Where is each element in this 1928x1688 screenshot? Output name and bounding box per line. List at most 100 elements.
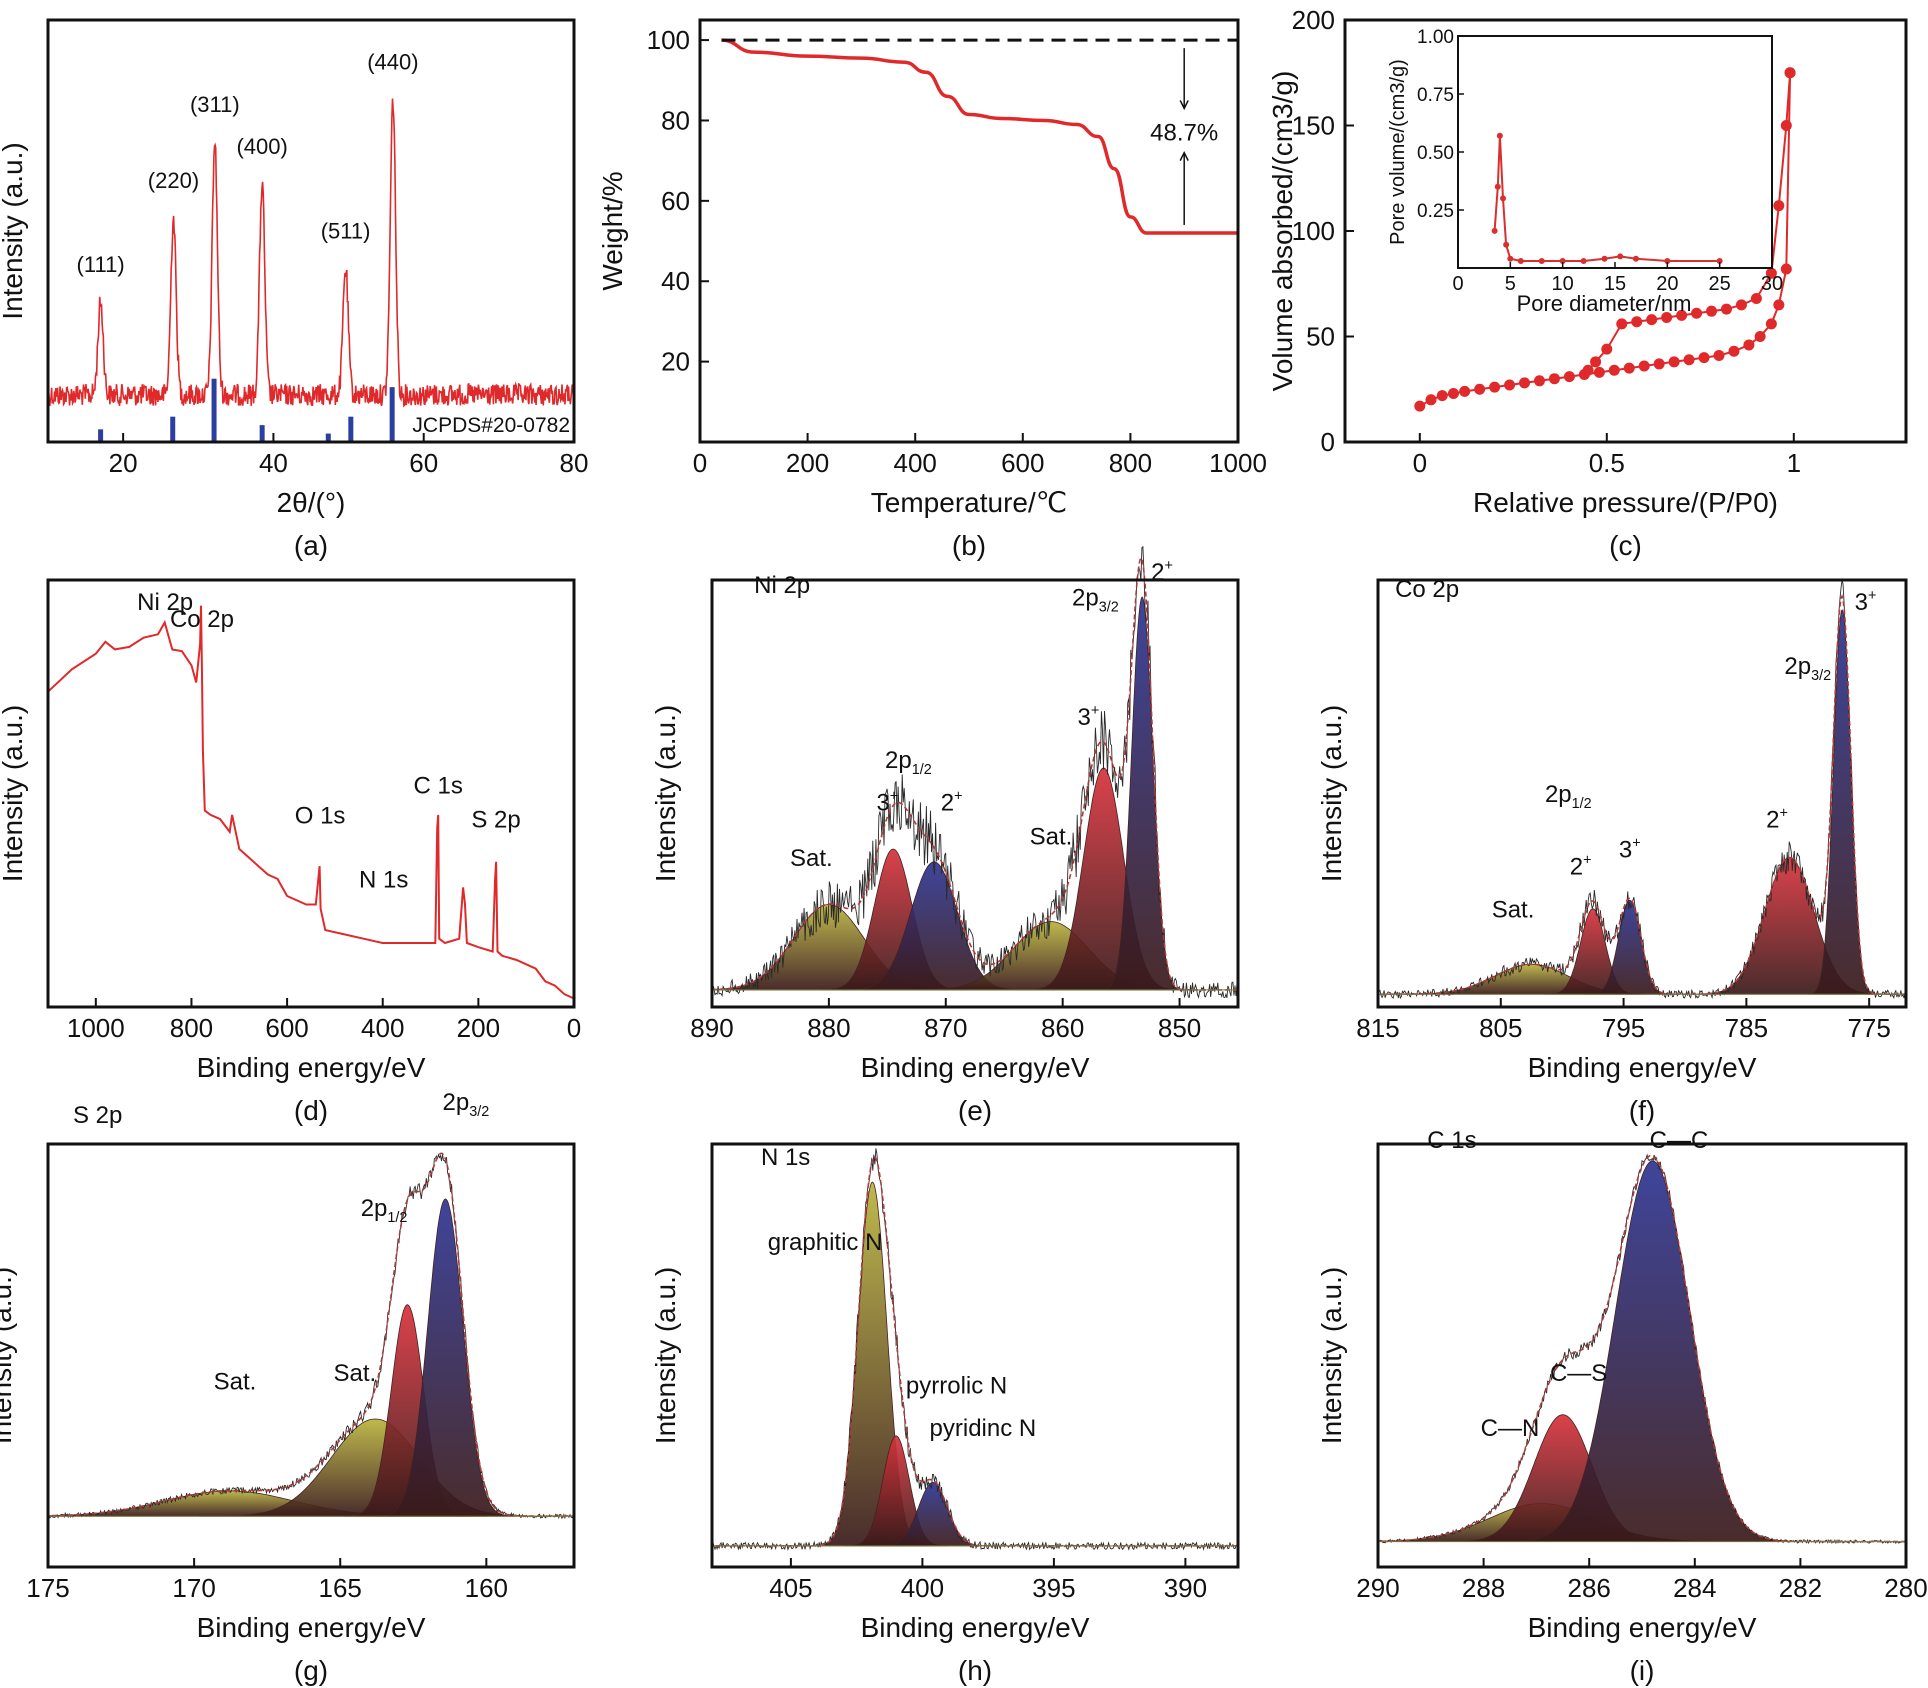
isotherm-point	[1638, 360, 1650, 372]
peak-label: (440)	[367, 50, 418, 75]
isotherm-point	[1504, 379, 1516, 391]
label-main: C—S	[1550, 1360, 1607, 1387]
pore-point	[1496, 132, 1503, 139]
isotherm-point	[1683, 354, 1695, 366]
pore-point	[1716, 258, 1723, 265]
peak-label: Sat.	[1030, 824, 1073, 851]
x-axis-label: Binding energy/eV	[861, 1612, 1090, 1643]
inset-x-tick-label: 5	[1505, 273, 1516, 295]
x-axis-label: Binding energy/eV	[861, 1052, 1090, 1083]
label-sub: 3/2	[1099, 600, 1119, 616]
isotherm-point	[1676, 309, 1688, 321]
x-axis-label: Temperature/℃	[871, 487, 1067, 518]
peak-label: 2p3/2	[443, 1089, 490, 1120]
y-tick-label: 40	[661, 266, 690, 296]
label-main: Sat.	[790, 845, 833, 872]
panel-a-xrd: (111) (220) (311) (400) (511) (440) JCPDS#20-0…	[0, 18, 589, 561]
isotherm-point	[1668, 356, 1680, 368]
peak-label: 3+	[1619, 836, 1641, 864]
x-tick-label: 288	[1462, 1573, 1505, 1603]
isotherm-point	[1548, 373, 1560, 385]
peak-label: (400)	[236, 134, 287, 159]
label-sub: 1/2	[1572, 796, 1592, 812]
isotherm-point	[1706, 305, 1718, 317]
panel-b-tga: 48.7% 0 200 400 600 800 1000 20 40 60 80 100 Tempera…	[597, 18, 1267, 561]
pore-point	[1601, 255, 1608, 262]
label-sup: +	[1780, 806, 1788, 822]
isotherm-point	[1773, 299, 1785, 311]
isotherm-point	[1691, 307, 1703, 319]
isotherm-point	[1698, 352, 1710, 364]
x-tick-label: 805	[1479, 1013, 1522, 1043]
pore-point	[1517, 258, 1524, 265]
y-axis-label: Weight/%	[597, 171, 628, 290]
panel-label: (i)	[1630, 1655, 1655, 1686]
y-axis-label: Intensity (a.u.)	[650, 705, 681, 882]
panel-label: (c)	[1609, 530, 1642, 561]
label-main: 2p	[443, 1089, 470, 1116]
isotherm-point	[1608, 364, 1620, 376]
isotherm-point	[1765, 318, 1777, 330]
isotherm-point	[1720, 303, 1732, 315]
weight-loss-annotation: 48.7%	[1150, 120, 1218, 147]
peak-label: Sat.	[333, 1360, 376, 1387]
label-sub: 1/2	[387, 1210, 407, 1226]
isotherm-point	[1754, 331, 1766, 342]
isotherm-point	[1735, 299, 1747, 311]
pore-distribution-line	[1493, 135, 1720, 262]
x-tick-label: 0.5	[1589, 448, 1625, 478]
y-axis-label: Intensity (a.u.)	[0, 1267, 17, 1444]
x-axis-label: Binding energy/eV	[1528, 1612, 1757, 1643]
isotherm-point	[1784, 67, 1796, 79]
peak-label: C 1s	[1427, 1127, 1476, 1154]
inset-x-label: Pore diameter/nm	[1517, 291, 1692, 316]
peak-label: (111)	[77, 252, 125, 277]
inset-x-tick-label: 10	[1552, 273, 1574, 295]
isotherm-point	[1750, 293, 1762, 305]
x-tick-label: 890	[690, 1013, 733, 1043]
label-main: Sat.	[333, 1360, 376, 1387]
element-label: O 1s	[295, 802, 346, 829]
inset-x-tick-label: 25	[1709, 273, 1731, 295]
x-tick-label: 286	[1568, 1573, 1611, 1603]
label-main: 2	[1766, 807, 1779, 834]
label-main: Ni 2p	[754, 572, 810, 599]
plot-frame	[698, 18, 1240, 444]
label-main: pyridinc N	[930, 1415, 1037, 1442]
panel-h-xps: N 1s graphitic N pyrrolic N pyridinc N 405 40…	[650, 1142, 1240, 1686]
x-tick-label: 1	[1787, 448, 1801, 478]
x-tick-label: 170	[172, 1573, 215, 1603]
x-tick-label: 0	[693, 448, 707, 478]
label-main: 2	[1570, 854, 1583, 881]
peak-label: C—C	[1650, 1127, 1709, 1154]
reference-bar	[259, 425, 265, 442]
peak-label: graphitic N	[768, 1229, 883, 1256]
pore-point	[1559, 258, 1566, 265]
fit-envelope-line	[713, 1156, 1238, 1547]
x-axis-label: Binding energy/eV	[1528, 1052, 1757, 1083]
x-tick-label: 815	[1356, 1013, 1399, 1043]
label-sup: +	[1868, 588, 1876, 604]
isotherm-point	[1773, 200, 1785, 212]
y-axis-label: Intensity (a.u.)	[650, 1267, 681, 1444]
peak-label: 2+	[1766, 806, 1788, 834]
isotherm-point	[1616, 318, 1628, 330]
label-main: 3	[1855, 589, 1868, 616]
x-tick-label: 160	[465, 1573, 508, 1603]
x-tick-label: 800	[170, 1013, 213, 1043]
x-tick-label: 80	[560, 448, 589, 478]
peak-label: 3+	[876, 789, 898, 817]
y-axis-label: Intensity (a.u.)	[1316, 705, 1347, 882]
y-tick-label: 60	[661, 186, 690, 216]
x-tick-label: 200	[457, 1013, 500, 1043]
xrd-pattern-line	[47, 98, 575, 408]
x-tick-label: 600	[265, 1013, 308, 1043]
label-sup: +	[890, 789, 898, 805]
x-tick-label: 165	[319, 1573, 362, 1603]
isotherm-point	[1631, 316, 1643, 328]
x-tick-label: 0	[567, 1013, 581, 1043]
